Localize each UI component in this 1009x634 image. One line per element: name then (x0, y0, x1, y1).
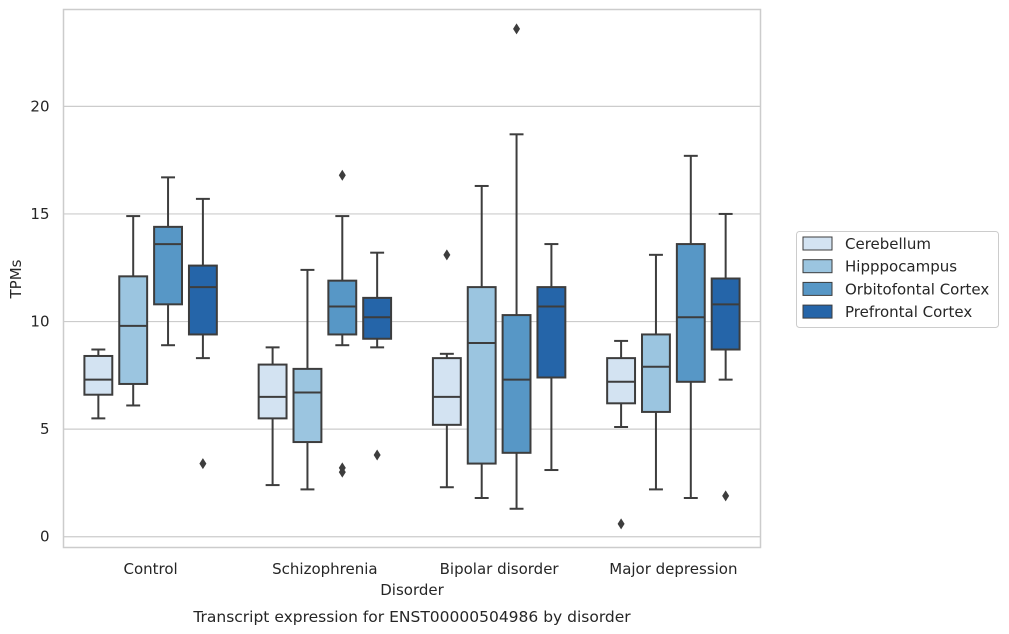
box-body (118, 275, 149, 385)
box (327, 169, 358, 478)
x-tick-label: Schizophrenia (272, 560, 377, 578)
legend-swatch (802, 259, 833, 274)
legend-swatch (802, 281, 833, 296)
box-body (501, 314, 532, 454)
box (187, 197, 218, 470)
box-body (153, 225, 183, 306)
x-axis-label: Disorder (380, 581, 444, 599)
y-tick-labels: 0 5 10 15 20 (30, 97, 49, 545)
legend-label: Orbitofontal Cortex (845, 280, 989, 298)
box-body (606, 357, 637, 405)
outlier-point (513, 23, 521, 35)
outlier-point (199, 458, 207, 470)
legend-item: Orbitofontal Cortex (802, 280, 989, 298)
x-tick-label: Major depression (609, 560, 737, 578)
y-tick-label: 0 (40, 528, 50, 546)
box (83, 348, 114, 420)
box-body (675, 243, 706, 383)
legend-label: Cerebellum (845, 235, 931, 253)
outlier-point (443, 249, 451, 261)
outlier-point (338, 462, 346, 474)
box (501, 23, 532, 510)
box (292, 268, 323, 491)
x-tick-labels: Control Schizophrenia Bipolar disorder Majo… (124, 560, 738, 578)
legend-label: Hipppocampus (845, 258, 957, 276)
box-groups (83, 23, 741, 530)
box (118, 215, 149, 407)
legend-swatch (802, 236, 833, 251)
box-body (187, 264, 218, 336)
box (606, 339, 637, 530)
y-tick-label: 5 (40, 420, 50, 438)
x-tick-label: Bipolar disorder (440, 560, 560, 578)
box (257, 346, 288, 487)
legend: Cerebellum Hipppocampus Orbitofontal Corte… (796, 231, 999, 328)
figure-caption: Transcript expression for ENST0000050498… (192, 608, 631, 626)
legend-item: Hipppocampus (802, 258, 957, 276)
outlier-point (722, 490, 730, 502)
box (362, 251, 393, 461)
y-tick-label: 10 (30, 313, 49, 331)
box-body (466, 286, 497, 465)
legend-frame (796, 231, 999, 328)
legend-item: Cerebellum (802, 235, 931, 253)
y-axis-label: TPMs (7, 259, 25, 299)
box-body (641, 333, 671, 413)
legend-item: Prefrontal Cortex (802, 303, 972, 321)
box (153, 176, 183, 347)
outlier-point (373, 449, 381, 461)
box (710, 212, 741, 502)
y-gridlines (63, 105, 761, 538)
x-tick-label: Control (124, 560, 178, 578)
plot-area-frame (62, 8, 762, 549)
y-tick-label: 20 (30, 97, 49, 115)
legend-swatch (802, 304, 833, 319)
box-body (536, 286, 567, 379)
box (536, 243, 567, 472)
box-body (327, 279, 358, 336)
box (641, 253, 671, 491)
box-body (362, 296, 393, 340)
outlier-point (338, 169, 346, 181)
outlier-point (617, 518, 625, 530)
box (466, 184, 497, 500)
box (431, 249, 462, 489)
box-body (710, 277, 741, 351)
box-body (257, 363, 288, 420)
box-body (292, 367, 323, 444)
box-body (431, 357, 462, 426)
legend-label: Prefrontal Cortex (845, 303, 972, 321)
box-body (83, 354, 114, 396)
y-tick-label: 15 (30, 205, 49, 223)
box (675, 154, 706, 500)
